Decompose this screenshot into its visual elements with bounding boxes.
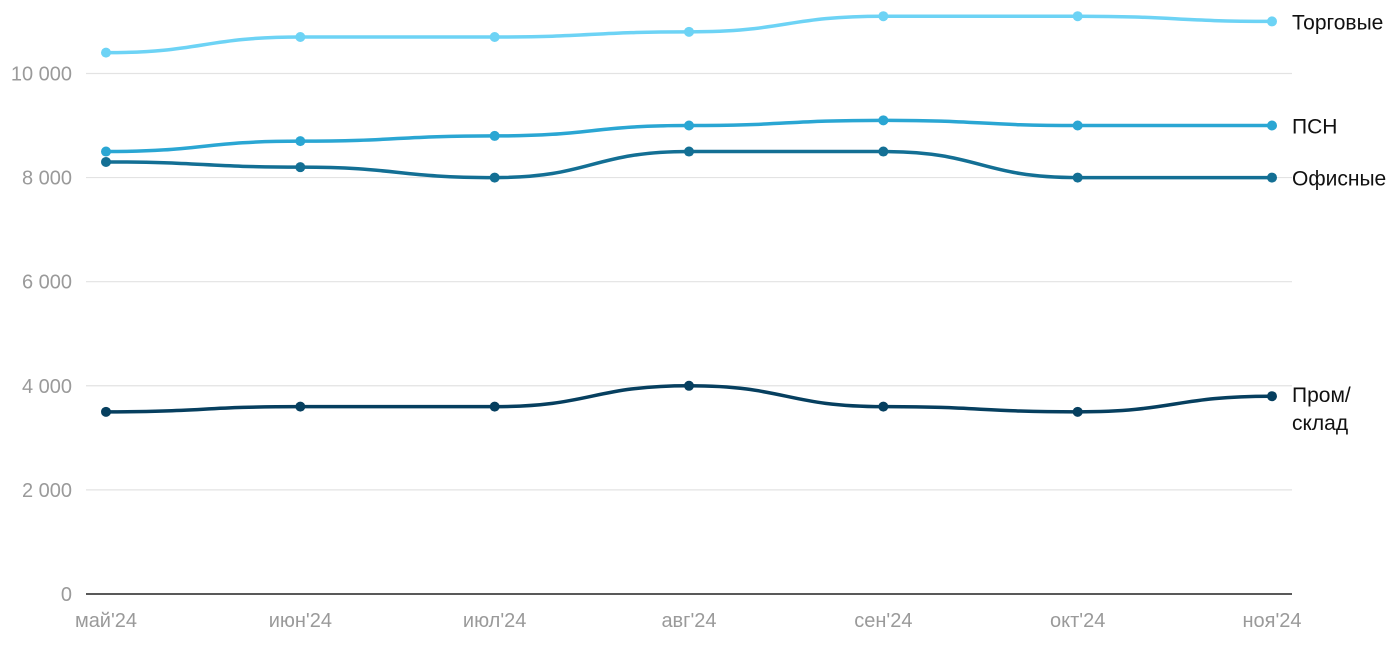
x-tick-label: авг'24 (661, 610, 716, 632)
data-point (101, 406, 111, 417)
data-point (1072, 11, 1083, 22)
series-1 (101, 11, 1277, 58)
series-group (101, 11, 1277, 417)
data-point (1267, 16, 1277, 27)
gridlines (86, 72, 1292, 491)
series-label: Торговые (1292, 11, 1383, 34)
data-point (489, 401, 500, 412)
y-axis-ticks: 0 2 000 4 000 6 000 8 000 10 000 (11, 63, 72, 606)
x-tick-label: июл'24 (463, 610, 526, 632)
y-tick-label: 2 000 (22, 480, 72, 502)
series-label: Пром/ (1292, 384, 1351, 407)
data-point (878, 115, 889, 126)
data-point (1072, 406, 1083, 417)
data-point (878, 11, 889, 22)
x-tick-label: май'24 (75, 610, 137, 632)
data-point (1267, 120, 1277, 131)
y-tick-label: 4 000 (22, 376, 72, 398)
series-labels: Торговые ПСН Офисные Пром/склад (1292, 11, 1386, 435)
data-point (878, 146, 889, 157)
series-label: Офисные (1292, 168, 1386, 191)
series-3 (101, 146, 1277, 183)
y-tick-label: 10 000 (11, 63, 72, 85)
data-point (489, 172, 500, 183)
data-point (295, 401, 306, 412)
data-point (1072, 172, 1083, 183)
data-point (1072, 120, 1083, 131)
data-point (295, 162, 306, 173)
y-tick-label: 0 (61, 584, 72, 606)
series-2 (101, 115, 1277, 157)
data-point (1267, 391, 1277, 402)
data-point (101, 47, 111, 58)
x-tick-label: ноя'24 (1242, 610, 1301, 632)
data-point (878, 401, 889, 412)
data-point (684, 380, 694, 391)
data-point (1267, 172, 1277, 183)
x-tick-label: окт'24 (1050, 610, 1105, 632)
series-4 (101, 380, 1277, 417)
data-point (684, 146, 694, 157)
x-tick-label: сен'24 (854, 610, 912, 632)
series-label: склад (1292, 412, 1348, 435)
y-tick-label: 6 000 (22, 272, 72, 294)
data-point (684, 120, 694, 131)
data-point (489, 130, 500, 141)
series-label: ПСН (1292, 116, 1337, 139)
data-point (101, 146, 111, 157)
x-tick-label: июн'24 (269, 610, 332, 632)
data-point (489, 32, 500, 43)
data-point (295, 136, 306, 147)
data-point (295, 32, 306, 43)
data-point (684, 26, 694, 37)
data-point (101, 156, 111, 167)
y-tick-label: 8 000 (22, 168, 72, 190)
x-axis-ticks: май'24 июн'24 июл'24 авг'24 сен'24 окт'24 ноя'… (75, 610, 1302, 632)
